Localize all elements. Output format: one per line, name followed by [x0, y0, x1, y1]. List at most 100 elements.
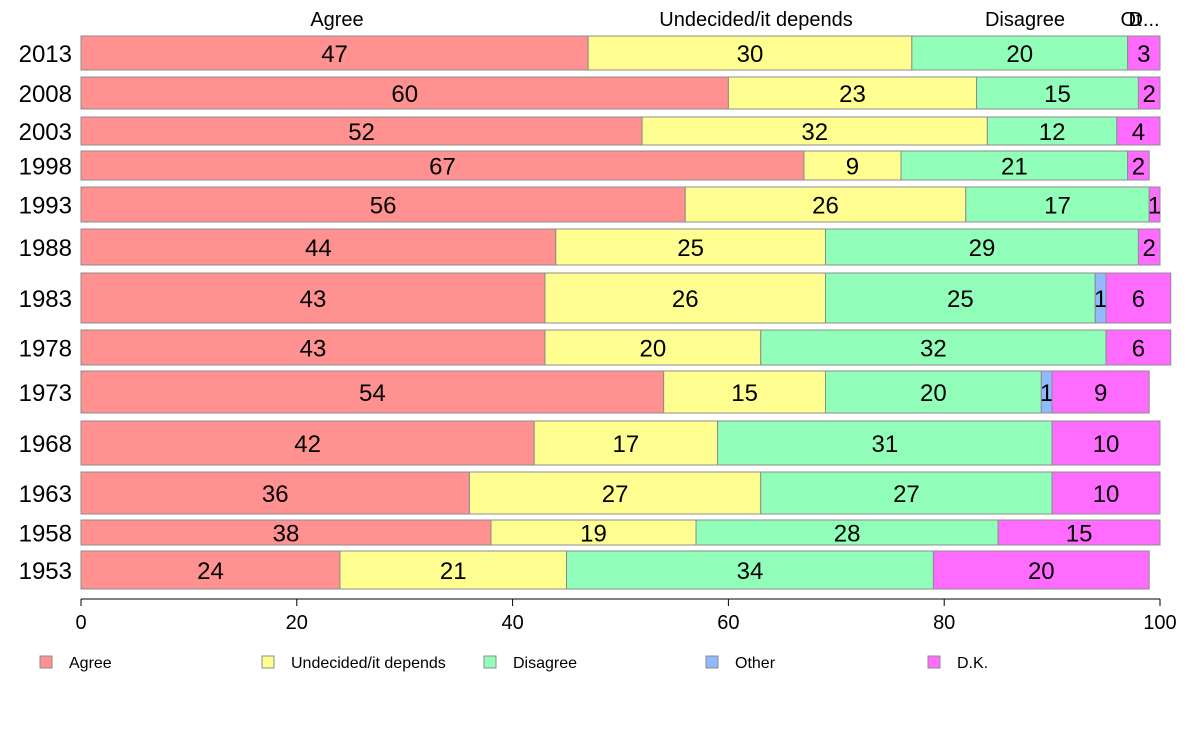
y-tick-label-1968: 1968: [19, 431, 72, 458]
bar-1988-disagree: [825, 228, 1139, 266]
bar-1988-undecided-it-depends: [555, 228, 827, 266]
data-label-1963-agree: 36: [262, 481, 289, 508]
data-label-2013-d-k: 3: [1137, 41, 1150, 68]
data-label-1983-disagree: 25: [947, 286, 974, 313]
y-tick-label-1993: 1993: [19, 193, 72, 220]
bar-1993-agree: [80, 186, 686, 223]
data-label-1983-agree: 43: [300, 286, 327, 313]
y-tick-label-2013: 2013: [19, 41, 72, 68]
data-label-1953-disagree: 34: [737, 558, 764, 585]
data-label-1978-d-k: 6: [1132, 336, 1145, 363]
bar-2008-d-k: [1137, 76, 1161, 110]
data-label-1998-disagree: 21: [1001, 154, 1028, 181]
data-label-1988-undecided-it-depends: 25: [677, 235, 704, 262]
data-label-1953-d-k: 20: [1028, 558, 1055, 585]
data-label-1973-undecided-it-depends: 15: [731, 380, 758, 407]
data-label-1998-undecided-it-depends: 9: [846, 154, 859, 181]
bar-1958-d-k: [997, 519, 1161, 546]
data-label-1993-d-k: 1: [1148, 193, 1161, 220]
legend-label-d-k: D.K.: [957, 655, 988, 672]
data-label-2003-agree: 52: [348, 119, 375, 146]
bar-1988-agree: [80, 228, 557, 266]
bar-1973-agree: [80, 370, 665, 414]
bar-1968-disagree: [717, 420, 1053, 466]
data-label-2013-undecided-it-depends: 30: [737, 41, 764, 68]
bar-1973-disagree: [825, 370, 1042, 414]
bar-1998-agree: [80, 150, 805, 181]
bar-1953-disagree: [566, 550, 934, 590]
bar-2003-d-k: [1116, 116, 1161, 146]
data-label-2008-undecided-it-depends: 23: [839, 81, 866, 108]
y-tick-label-1973: 1973: [19, 380, 72, 407]
data-label-1953-agree: 24: [197, 558, 224, 585]
data-label-2008-d-k: 2: [1143, 81, 1156, 108]
x-tick-label-60: 60: [717, 612, 739, 634]
data-label-2003-undecided-it-depends: 32: [801, 119, 828, 146]
top-label-disagree: Disagree: [985, 9, 1065, 31]
data-label-1958-d-k: 15: [1066, 521, 1093, 548]
data-label-2003-d-k: 4: [1132, 119, 1145, 146]
bar-1958-disagree: [695, 519, 999, 546]
data-label-1953-undecided-it-depends: 21: [440, 558, 467, 585]
top-label-ot: Ot: [1120, 9, 1142, 31]
bar-1993-d-k: [1148, 186, 1161, 223]
legend-swatch-d-k: [927, 655, 941, 669]
data-label-1968-d-k: 10: [1093, 431, 1120, 458]
x-tick-label-40: 40: [501, 612, 523, 634]
bar-1978-disagree: [760, 329, 1107, 366]
bar-1968-d-k: [1051, 420, 1161, 466]
data-label-1993-agree: 56: [370, 193, 397, 220]
data-label-2003-disagree: 12: [1039, 119, 1066, 146]
bar-1983-agree: [80, 272, 546, 324]
legend-swatch-other: [705, 655, 719, 669]
x-tick-label-100: 100: [1143, 612, 1176, 634]
y-tick-label-1988: 1988: [19, 235, 72, 262]
data-label-1978-disagree: 32: [920, 336, 947, 363]
data-label-1973-disagree: 20: [920, 380, 947, 407]
y-tick-label-2003: 2003: [19, 119, 72, 146]
data-label-1973-other: 1: [1040, 380, 1053, 407]
legend-label-undecided-it-depends: Undecided/it depends: [291, 655, 446, 672]
y-tick-label-1953: 1953: [19, 558, 72, 585]
bar-1993-disagree: [965, 186, 1150, 223]
bars-area: 47 30 20 360 23 15 252 32 12 467 9 21 256 26 17 144 25 29…: [80, 35, 1172, 590]
bar-1978-d-k: [1105, 329, 1172, 366]
bar-1958-agree: [80, 519, 492, 546]
bar-2003-undecided-it-depends: [641, 116, 988, 146]
data-label-2008-agree: 60: [391, 81, 418, 108]
legend-label-agree: Agree: [69, 655, 112, 672]
bar-2013-undecided-it-depends: [587, 35, 913, 71]
data-label-1958-disagree: 28: [834, 521, 861, 548]
bar-1983-d-k: [1105, 272, 1172, 324]
x-tick-label-0: 0: [75, 612, 86, 634]
bar-2003-agree: [80, 116, 643, 146]
y-tick-label-1978: 1978: [19, 336, 72, 363]
data-label-1968-agree: 42: [294, 431, 321, 458]
top-label-d: D...: [1128, 9, 1159, 31]
data-label-1993-undecided-it-depends: 26: [812, 193, 839, 220]
bar-2013-d-k: [1127, 35, 1161, 71]
bar-1993-undecided-it-depends: [684, 186, 967, 223]
bar-1953-agree: [80, 550, 341, 590]
bar-1973-undecided-it-depends: [663, 370, 827, 414]
y-tick-label-1983: 1983: [19, 286, 72, 313]
data-label-1958-undecided-it-depends: 19: [580, 521, 607, 548]
data-label-1983-undecided-it-depends: 26: [672, 286, 699, 313]
legend-label-other: Other: [735, 655, 776, 672]
bar-2008-undecided-it-depends: [727, 76, 978, 110]
data-label-1983-d-k: 6: [1132, 286, 1145, 313]
data-label-1988-disagree: 29: [969, 235, 996, 262]
data-label-1958-agree: 38: [273, 521, 300, 548]
bar-1968-undecided-it-depends: [533, 420, 719, 466]
legend-swatch-disagree: [483, 655, 497, 669]
bar-1983-undecided-it-depends: [544, 272, 827, 324]
data-label-1973-agree: 54: [359, 380, 386, 407]
bar-1968-agree: [80, 420, 535, 466]
bar-1963-d-k: [1051, 471, 1161, 515]
legend-swatch-agree: [39, 655, 53, 669]
data-label-1983-other: 1: [1094, 286, 1107, 313]
data-label-1988-agree: 44: [305, 235, 332, 262]
bar-1963-disagree: [760, 471, 1053, 515]
data-label-2008-disagree: 15: [1044, 81, 1071, 108]
